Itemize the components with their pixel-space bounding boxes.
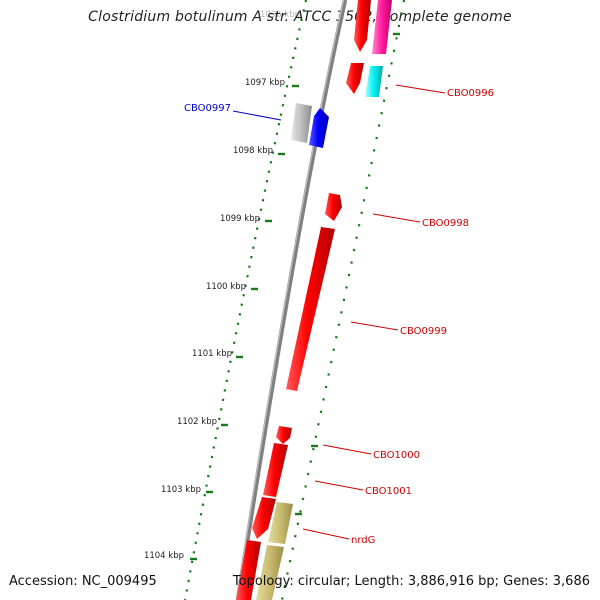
label-cbo0997[interactable]: CBO0997 [184,103,231,114]
gene-blue-cbo0997[interactable] [309,108,329,148]
tick-label-1099: 1099 kbp [220,214,260,224]
major-ticks [190,32,400,561]
tick-label-1104: 1104 kbp [144,551,184,561]
gene-tan[interactable] [268,502,293,544]
gene-red-bottom[interactable] [236,540,261,600]
label-nrdG[interactable]: nrdG [351,535,375,546]
tick-label-1101: 1101 kbp [192,349,232,359]
gene-red-cbo1000[interactable] [276,426,292,444]
gene-tan-lower[interactable] [256,545,284,600]
gene-pink[interactable] [372,0,392,54]
gene-red-cbo0999[interactable] [286,227,335,391]
label-cbo0996[interactable]: CBO0996 [447,88,494,99]
backbone-highlight [236,0,345,600]
gene-red-cbo1001[interactable] [263,443,288,497]
genes-forward [256,103,329,600]
backbone-arc [235,0,348,600]
gene-red-cbo0998[interactable] [325,193,342,221]
gene-grey[interactable] [291,103,312,143]
tick-label-1096: 1096 kbp [260,10,300,20]
accession-text: Accession: NC_009495 [9,574,157,589]
label-cbo0998[interactable]: CBO0998 [422,218,469,229]
tick-labels: 1096 kbp 1097 kbp 1098 kbp 1099 kbp 1100… [144,10,300,561]
tick-label-1102: 1102 kbp [177,417,217,427]
tick-label-1103: 1103 kbp [161,485,201,495]
tick-ring-outer [280,0,406,600]
tick-label-1100: 1100 kbp [206,282,246,292]
label-cbo1000[interactable]: CBO1000 [373,450,420,461]
genes-reverse [236,0,392,600]
gene-red-nrdG[interactable] [252,497,276,539]
label-cbo1001[interactable]: CBO1001 [365,486,412,497]
label-cbo0999[interactable]: CBO0999 [400,326,447,337]
genome-summary-text: Topology: circular; Length: 3,886,916 bp… [232,574,590,589]
tick-label-1098: 1098 kbp [233,146,273,156]
tick-label-1097: 1097 kbp [245,78,285,88]
leader-lines [232,84,446,540]
gene-labels: CBO0996 CBO0997 CBO0998 CBO0999 CBO1000 … [184,88,494,546]
gene-red-top-edge[interactable] [354,0,371,52]
map-title: Clostridium botulinum A str. ATCC 3502, … [88,9,512,25]
gene-red-cbo0996[interactable] [346,63,364,94]
gene-cyan[interactable] [365,66,383,97]
tick-ring-inner [183,0,308,600]
